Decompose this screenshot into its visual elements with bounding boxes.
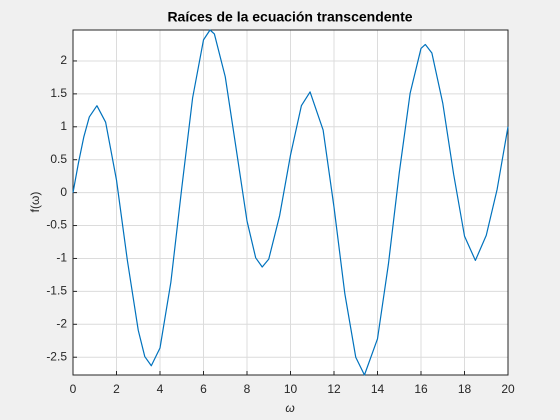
chart-title: Raíces de la ecuación transcendente [167,9,412,25]
x-axis-label: ω [285,401,294,415]
x-tick-label: 18 [458,382,472,396]
x-tick-label: 14 [371,382,385,396]
y-tick-label: 0.5 [50,152,67,166]
x-tick-label: 8 [244,382,251,396]
axes-box [72,29,509,376]
y-tick-label: 2 [60,53,67,67]
x-tick-label: 6 [200,382,207,396]
y-tick-label: 0 [60,185,67,199]
y-tick-label: 1.5 [50,86,67,100]
x-tick-label: 4 [157,382,164,396]
y-tick-label: -2.5 [46,349,67,363]
y-tick-label: -2 [56,316,67,330]
x-tick-label: 0 [70,382,77,396]
y-tick-label: -1.5 [46,284,67,298]
y-axis-label: f(ω) [28,192,42,213]
y-tick-label: -1 [56,251,67,265]
x-tick-label: 16 [414,382,428,396]
data-line [72,29,509,376]
x-tick-label: 20 [501,382,515,396]
y-tick-label: -0.5 [46,218,67,232]
x-tick-label: 10 [284,382,298,396]
x-tick-label: 2 [113,382,120,396]
y-tick-label: 1 [60,119,67,133]
x-tick-label: 12 [327,382,341,396]
